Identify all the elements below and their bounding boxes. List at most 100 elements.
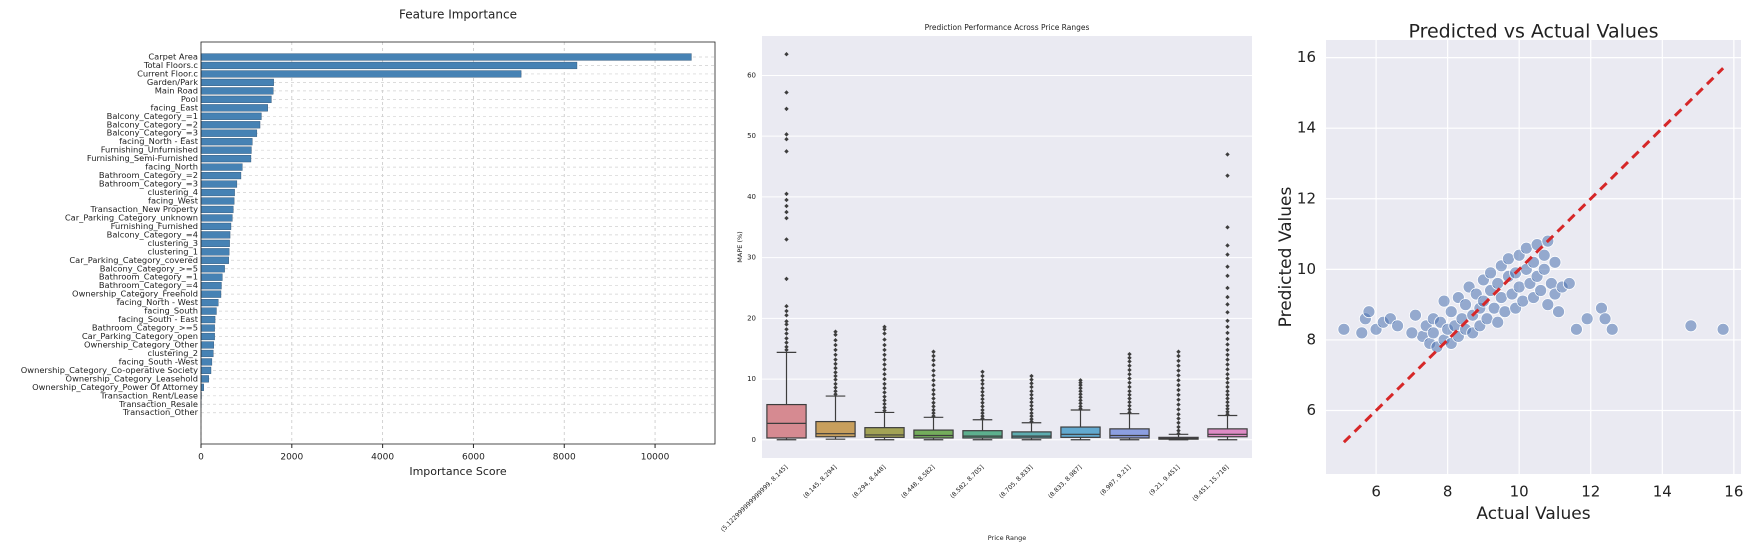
outlier: [882, 342, 887, 348]
outlier: [980, 373, 985, 379]
outlier: [1176, 368, 1181, 373]
bar: [200, 197, 235, 205]
bar: [200, 222, 232, 230]
outlier: [833, 389, 838, 394]
bar: [200, 95, 272, 103]
outlier: [1176, 363, 1181, 368]
bar: [200, 358, 213, 366]
outlier: [1127, 351, 1132, 357]
point: [1537, 248, 1551, 262]
y-tick-label: Total Floors.c: [143, 60, 199, 70]
bar: [200, 299, 219, 307]
outlier: [882, 337, 887, 342]
outlier: [784, 149, 789, 154]
outlier: [882, 331, 887, 336]
outlier: [1029, 416, 1034, 422]
outlier: [931, 358, 936, 363]
outlier: [1029, 410, 1034, 416]
outlier: [1225, 380, 1230, 385]
bar: [200, 366, 212, 374]
outlier: [882, 376, 887, 382]
y-tick-label: facing_West: [148, 195, 199, 205]
point: [1409, 308, 1422, 322]
y-tick-label: Ownership_Category_Power Of Attorney: [32, 382, 198, 392]
outlier: [784, 132, 789, 137]
bar: [200, 205, 234, 214]
outlier: [784, 237, 789, 242]
y-tick-label: facing_North - West: [117, 297, 199, 307]
bar: [200, 112, 262, 120]
outlier: [980, 393, 985, 398]
outlier: [980, 404, 985, 409]
outlier: [1225, 367, 1230, 372]
outlier: [1029, 392, 1034, 398]
x-tick-label: 10: [1510, 483, 1529, 501]
point: [1391, 319, 1404, 333]
outlier: [931, 400, 936, 405]
outlier: [882, 398, 887, 403]
outlier: [1127, 396, 1132, 401]
outlier: [1078, 389, 1083, 394]
point: [1502, 252, 1515, 266]
outlier: [1029, 419, 1034, 424]
outlier: [833, 329, 838, 334]
outlier: [931, 378, 936, 383]
point: [1548, 255, 1562, 269]
outlier: [784, 319, 789, 324]
y-tick-label: Pool: [181, 94, 198, 104]
point: [1480, 312, 1494, 326]
outlier: [1225, 384, 1230, 390]
outlier: [882, 372, 887, 377]
outlier: [1225, 243, 1230, 248]
outlier: [882, 394, 887, 399]
outlier: [784, 344, 789, 350]
point: [1437, 294, 1451, 308]
box: [913, 429, 954, 439]
outlier: [1225, 347, 1230, 353]
outlier: [1225, 294, 1230, 300]
point: [1337, 322, 1351, 336]
outlier: [1225, 406, 1230, 412]
outlier: [833, 385, 838, 390]
y-tick-label: Car_Parking_Category_covered: [69, 255, 198, 265]
y-tick-label: Transaction_Resale: [118, 399, 198, 409]
outlier: [1127, 372, 1132, 377]
outlier: [1127, 376, 1132, 381]
x-axis-label: Actual Values: [1476, 504, 1590, 524]
box: [864, 427, 905, 438]
y-tick-label: Car_Parking_Category_open: [82, 331, 198, 341]
outlier: [784, 331, 789, 336]
x-tick-label: (8.705, 8.833]: [998, 464, 1034, 500]
point: [1716, 322, 1730, 336]
outlier: [1176, 402, 1181, 407]
y-tick-label: 6: [1306, 401, 1316, 419]
outlier: [1225, 330, 1230, 336]
bar: [200, 282, 222, 290]
outlier: [1029, 413, 1034, 419]
outlier: [1127, 367, 1132, 373]
bar: [200, 341, 214, 349]
outlier: [784, 106, 789, 112]
x-tick-label: (8.582, 8.705]: [949, 464, 985, 500]
outlier: [931, 353, 936, 359]
outlier: [882, 390, 887, 395]
outlier: [882, 381, 887, 387]
x-tick-label: (9.21, 9.451]: [1148, 464, 1181, 497]
outlier: [1225, 372, 1230, 377]
y-tick-label: Carpet Area: [148, 52, 198, 62]
y-tick-label: 20: [747, 314, 756, 322]
outlier: [1127, 392, 1132, 398]
bar: [200, 146, 252, 154]
outlier: [833, 370, 838, 375]
x-tick-label: (8.833, 8.987]: [1047, 464, 1083, 500]
point: [1534, 284, 1548, 297]
outlier: [1176, 358, 1181, 364]
outlier: [980, 413, 985, 419]
chart-title: Prediction Performance Across Price Rang…: [925, 23, 1090, 32]
bar: [200, 375, 209, 383]
y-tick-label: facing_East: [151, 102, 199, 112]
x-tick-label: 6000: [462, 453, 485, 463]
outlier: [882, 352, 887, 357]
outlier: [931, 373, 936, 378]
y-tick-label: Main Road: [155, 85, 198, 95]
